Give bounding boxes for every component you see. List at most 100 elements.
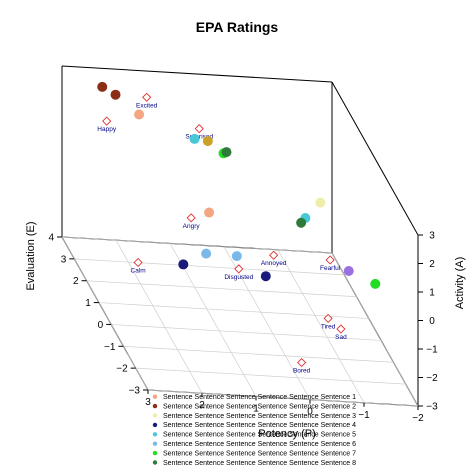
data-point: [202, 136, 213, 147]
z-tick-label: −1: [426, 345, 438, 356]
y-tick-label: −3: [129, 386, 141, 397]
data-point: [110, 89, 121, 100]
data-point: [343, 265, 354, 276]
y-axis-label: Evaluation (E): [25, 221, 37, 290]
legend-swatch: [152, 441, 158, 446]
y-tick-label: −2: [116, 364, 128, 375]
legend-swatch: [152, 413, 158, 418]
reference-label: Sad: [335, 334, 347, 341]
z-tick-label: 2: [429, 259, 435, 270]
grid-line-potency: [115, 240, 203, 394]
legend-entry: Sentence Sentence Sentence Sentence Sent…: [163, 413, 356, 420]
reference-marker: [323, 313, 333, 324]
reference-marker: [297, 357, 307, 368]
reference-label: Calm: [131, 267, 146, 274]
grid-line-evaluation: [135, 367, 406, 385]
grid-line-evaluation: [147, 389, 419, 407]
grid-line-potency: [277, 249, 365, 403]
z-tick-label: −2: [426, 373, 438, 384]
y-tick-label: 1: [85, 298, 91, 309]
legend-entry: Sentence Sentence Sentence Sentence Sent…: [163, 441, 356, 448]
legend-entry: Sentence Sentence Sentence Sentence Sent…: [163, 432, 356, 439]
reference-label: Annoyed: [261, 260, 287, 267]
grid-line-evaluation: [86, 280, 357, 298]
y-tick-label: 0: [98, 320, 104, 331]
box-edge: [61, 65, 333, 83]
sentence-points: [97, 81, 381, 289]
z-axis-label: Activity (A): [454, 257, 466, 310]
data-point: [178, 259, 189, 270]
x-tick-label: −1: [358, 410, 370, 421]
legend-swatch: [152, 422, 158, 428]
data-point: [204, 207, 215, 218]
reference-label: Excited: [136, 102, 158, 109]
legend-swatch: [152, 460, 158, 465]
grid-line-evaluation: [74, 258, 345, 276]
reference-emotions: Excited Surprised Happy Angry Calm Annoyed Dis…: [97, 92, 347, 375]
data-point: [134, 109, 145, 120]
data-point: [189, 133, 200, 144]
legend-entry: Sentence Sentence Sentence Sentence Sent…: [163, 422, 356, 429]
reference-label: Disgusted: [224, 274, 253, 281]
data-point: [296, 217, 307, 228]
chart-title: EPA Ratings: [196, 19, 279, 35]
grid-line-evaluation: [98, 302, 369, 319]
x-tick-label: 2: [199, 400, 205, 411]
reference-marker: [269, 250, 279, 260]
z-tick-label: −3: [426, 402, 438, 413]
legend-swatch: [152, 394, 158, 399]
legend-swatch: [152, 403, 158, 409]
data-point: [260, 271, 271, 282]
z-tick-label: 1: [429, 288, 435, 299]
data-point: [315, 197, 326, 208]
data-point: [221, 147, 232, 158]
reference-label: Happy: [97, 126, 117, 133]
y-tick-label: −1: [104, 342, 116, 353]
x-tick-label: 0: [307, 407, 313, 418]
reference-label: Fearful: [320, 265, 341, 272]
data-point: [370, 278, 381, 289]
z-axis-ticks: −3 −2 −1 0 1 2 3: [418, 231, 438, 413]
y-tick-label: 3: [61, 254, 67, 265]
x-tick-label: −2: [412, 413, 424, 424]
data-point: [97, 81, 108, 92]
reference-marker: [142, 92, 152, 102]
grid-line-evaluation: [61, 236, 333, 254]
grid-line-evaluation: [111, 324, 382, 341]
reference-marker: [102, 116, 112, 126]
legend-entry: Sentence Sentence Sentence Sentence Sent…: [163, 394, 356, 401]
reference-marker: [133, 257, 143, 268]
x-tick-label: 1: [253, 403, 259, 414]
z-tick-label: 0: [429, 316, 435, 327]
reference-marker: [194, 124, 204, 134]
reference-marker: [336, 324, 346, 334]
reference-label: Tired: [321, 323, 336, 330]
x-axis-label: Potency (P): [258, 428, 315, 440]
y-tick-label: 4: [48, 233, 54, 244]
data-point: [201, 248, 212, 259]
legend-swatch: [152, 450, 158, 456]
reference-label: Bored: [293, 368, 311, 375]
grid-line-potency: [61, 236, 149, 391]
legend-entry: Sentence Sentence Sentence Sentence Sent…: [163, 403, 356, 410]
reference-label: Angry: [183, 223, 201, 230]
grid-line-potency: [331, 252, 419, 407]
grid-line-evaluation: [123, 345, 394, 363]
box-edge: [331, 81, 419, 236]
floor-grid: [61, 236, 419, 407]
reference-marker: [186, 213, 196, 223]
legend: Sentence Sentence Sentence Sentence Sent…: [152, 394, 356, 467]
legend-swatch: [152, 432, 158, 437]
reference-marker: [234, 264, 244, 274]
x-axis-ticks: 3 2 1 0 −1 −2: [145, 390, 424, 424]
legend-entry: Sentence Sentence Sentence Sentence Sent…: [163, 450, 356, 457]
legend-entry: Sentence Sentence Sentence Sentence Sent…: [163, 460, 356, 467]
plot-box: [61, 65, 419, 407]
x-tick-label: 3: [145, 397, 151, 408]
reference-label: Surprised: [185, 134, 213, 141]
reference-marker: [325, 255, 335, 265]
y-tick-label: 2: [73, 276, 79, 287]
z-tick-label: 3: [429, 231, 435, 242]
data-point: [231, 251, 242, 262]
